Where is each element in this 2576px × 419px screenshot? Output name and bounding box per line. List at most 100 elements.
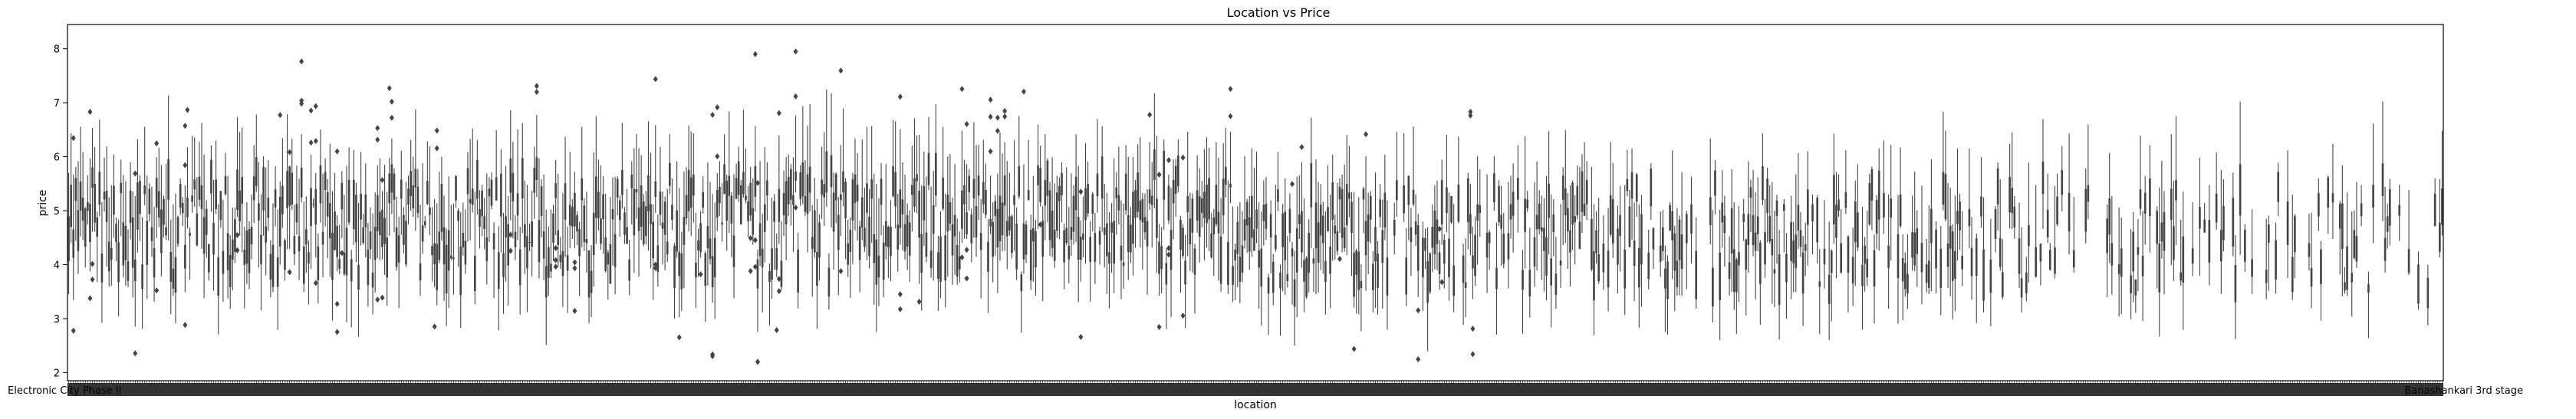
box bbox=[1868, 174, 1871, 227]
box bbox=[1100, 126, 1104, 232]
box-iqr bbox=[215, 179, 217, 210]
box-iqr bbox=[2441, 188, 2443, 225]
outlier-marker bbox=[752, 237, 758, 244]
box-iqr bbox=[271, 244, 275, 287]
box-iqr bbox=[1281, 213, 1284, 247]
box bbox=[469, 139, 472, 241]
box bbox=[1001, 153, 1004, 252]
box-iqr bbox=[1308, 232, 1311, 273]
box bbox=[2220, 169, 2222, 294]
box-iqr bbox=[1429, 253, 1432, 293]
box-iqr bbox=[298, 236, 301, 252]
box-iqr bbox=[2372, 185, 2374, 208]
box bbox=[414, 109, 417, 231]
box bbox=[994, 195, 997, 256]
box bbox=[1771, 182, 1774, 304]
box-iqr bbox=[1775, 200, 1778, 216]
box bbox=[129, 162, 132, 240]
box-iqr bbox=[1137, 172, 1139, 212]
box bbox=[438, 172, 441, 264]
box-iqr bbox=[274, 189, 277, 208]
outlier-marker bbox=[995, 114, 1000, 121]
box-iqr bbox=[823, 184, 826, 198]
box bbox=[1833, 133, 1835, 244]
box-iqr bbox=[2143, 192, 2147, 214]
box bbox=[937, 235, 939, 311]
box-iqr bbox=[1191, 198, 1194, 233]
box-iqr bbox=[1011, 216, 1013, 254]
outlier-marker bbox=[752, 51, 758, 57]
box bbox=[1676, 208, 1679, 296]
outlier-marker bbox=[916, 298, 922, 305]
box-iqr bbox=[908, 222, 911, 256]
box-iqr bbox=[1383, 192, 1387, 228]
box bbox=[122, 175, 125, 278]
box-iqr bbox=[1106, 223, 1108, 257]
box-iqr bbox=[1502, 234, 1505, 264]
box-iqr bbox=[2175, 180, 2177, 201]
box bbox=[334, 148, 340, 336]
box bbox=[397, 217, 400, 309]
box-iqr bbox=[2407, 249, 2410, 273]
box bbox=[429, 146, 431, 235]
box bbox=[403, 207, 405, 254]
box-iqr bbox=[202, 217, 206, 254]
box-iqr bbox=[645, 206, 647, 236]
box bbox=[1448, 192, 1450, 301]
box-iqr bbox=[1474, 234, 1476, 276]
box bbox=[71, 135, 76, 334]
box-iqr bbox=[929, 250, 933, 269]
box-iqr bbox=[1448, 238, 1450, 277]
box bbox=[1308, 219, 1311, 293]
box bbox=[2056, 173, 2058, 227]
outlier-marker bbox=[1166, 244, 1171, 251]
box-iqr bbox=[538, 220, 541, 263]
box-iqr bbox=[163, 198, 165, 225]
box bbox=[2028, 162, 2030, 283]
box bbox=[1671, 150, 1674, 280]
box-iqr bbox=[1659, 245, 1662, 262]
box-iqr bbox=[2386, 216, 2389, 232]
box-iqr bbox=[1939, 248, 1943, 288]
outlier-marker bbox=[308, 139, 314, 146]
box bbox=[1762, 133, 1764, 206]
box bbox=[1172, 159, 1175, 240]
box-iqr bbox=[844, 182, 847, 219]
box-iqr bbox=[1082, 233, 1084, 241]
box bbox=[1200, 181, 1203, 228]
box-iqr bbox=[1084, 188, 1087, 221]
box-iqr bbox=[1267, 277, 1270, 294]
box-iqr bbox=[1469, 214, 1472, 234]
box bbox=[774, 233, 779, 334]
box bbox=[939, 211, 942, 299]
box bbox=[1386, 200, 1389, 330]
box-iqr bbox=[1295, 228, 1298, 273]
box-iqr bbox=[1946, 244, 1949, 267]
box-iqr bbox=[1245, 201, 1249, 226]
box-iqr bbox=[113, 185, 115, 215]
box-iqr bbox=[747, 201, 749, 221]
box-iqr bbox=[956, 244, 959, 277]
outlier-marker bbox=[793, 48, 798, 55]
box bbox=[875, 183, 878, 332]
box-iqr bbox=[678, 251, 681, 277]
box bbox=[1317, 182, 1320, 293]
box-iqr bbox=[373, 227, 377, 260]
box bbox=[434, 127, 439, 306]
box bbox=[642, 194, 645, 247]
box-iqr bbox=[566, 254, 569, 271]
box bbox=[2170, 134, 2173, 266]
box-iqr bbox=[1866, 258, 1869, 277]
box bbox=[1203, 149, 1206, 260]
box-iqr bbox=[2234, 264, 2237, 303]
box bbox=[1439, 159, 1445, 286]
box bbox=[87, 108, 93, 302]
box bbox=[600, 165, 602, 250]
box bbox=[1319, 184, 1322, 270]
box bbox=[1768, 185, 1772, 244]
box-iqr bbox=[94, 183, 96, 223]
box bbox=[1723, 195, 1726, 267]
box bbox=[801, 106, 804, 205]
box bbox=[979, 199, 982, 299]
box-iqr bbox=[110, 247, 113, 260]
